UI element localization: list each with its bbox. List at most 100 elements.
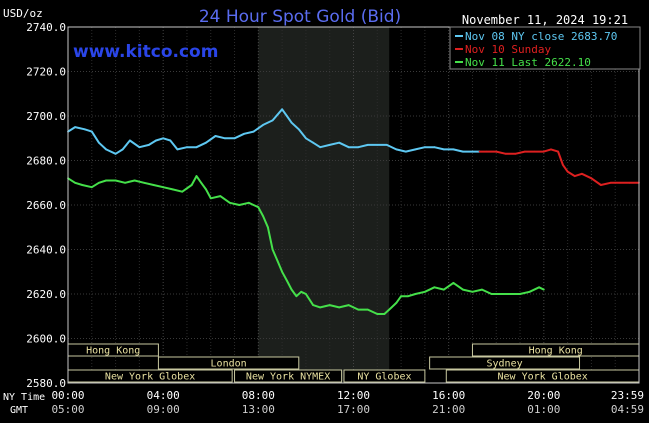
ny-time-tick-label: 16:00	[432, 389, 465, 402]
price-lines	[67, 108, 640, 315]
ny-time-tick-label: 00:00	[51, 389, 84, 402]
series-3-point	[433, 286, 436, 289]
series-1-point	[443, 148, 445, 151]
series-3-point	[238, 204, 241, 206]
series-3-point	[443, 288, 445, 291]
series-2-point	[557, 150, 559, 153]
series-3-point	[312, 304, 314, 306]
series-3-point	[171, 188, 174, 191]
session-box	[157, 356, 300, 370]
series-1-point	[205, 141, 207, 144]
series-1-point	[471, 150, 474, 153]
ny-time-tick-label: 20:00	[527, 389, 560, 402]
series-2-point	[542, 150, 545, 153]
series-1-point	[121, 148, 124, 151]
series-3-point	[133, 179, 136, 182]
y-axis-tick-labels: 2740.0 2720.0 2700.0 2680.0 2660.0 2640.0 2620…	[26, 21, 66, 390]
y-tick-label: 2680.0	[26, 155, 66, 168]
series-3-point	[247, 201, 250, 204]
series-3-point	[519, 293, 521, 295]
y-tick-label: 2600.0	[26, 333, 66, 346]
series-1-point	[286, 115, 288, 117]
y-tick-label: 2620.0	[26, 288, 66, 301]
series-1-point	[176, 148, 179, 151]
series-1-point	[271, 119, 274, 122]
series-2-point	[609, 181, 612, 184]
series-1-point	[169, 139, 172, 142]
y-axis-unit-label: USD/oz	[3, 7, 43, 20]
series-1-point	[347, 146, 350, 149]
gmt-tick-label: 05:00	[51, 403, 84, 416]
ny-time-tick-label: 04:00	[147, 389, 180, 402]
series-3-point	[271, 248, 274, 251]
series-1-point	[404, 150, 407, 153]
series-line-2	[479, 148, 639, 186]
series-1-point	[366, 144, 369, 146]
series-1-point	[98, 141, 100, 144]
series-3-point	[181, 190, 184, 193]
series-2-point	[495, 150, 498, 153]
legend-box	[449, 26, 641, 70]
series-1-point	[297, 128, 300, 131]
series-2-point	[573, 175, 576, 178]
series-1-point	[262, 124, 264, 126]
session-label: Hong Kong	[529, 346, 583, 357]
series-3-point	[500, 293, 502, 295]
series-1-point	[148, 144, 150, 146]
series-3-point	[262, 215, 264, 218]
series-3-point	[319, 306, 322, 309]
series-3-point	[407, 295, 410, 298]
series-1-point	[385, 144, 388, 146]
series-3-point	[338, 306, 341, 309]
series-3-point	[152, 184, 155, 186]
kitco-watermark: www.kitco.com	[73, 42, 218, 62]
series-3-point	[390, 306, 393, 309]
gmt-tick-label: 09:00	[147, 403, 180, 416]
series-3-point	[509, 293, 512, 295]
series-3-point	[98, 181, 100, 184]
series-1-point	[195, 146, 198, 149]
series-1-point	[74, 126, 76, 128]
legend-label: Nov 11 Last 2622.10	[465, 56, 591, 69]
gmt-tick-label: 01:00	[527, 403, 560, 416]
series-3-point	[305, 293, 307, 295]
ny-time-tick-label: 12:00	[337, 389, 370, 402]
series-3-point	[395, 302, 398, 304]
series-3-point	[281, 270, 283, 273]
y-tick-label: 2700.0	[26, 110, 66, 123]
series-3-point	[538, 286, 540, 289]
session-label: New York NYMEX	[246, 372, 330, 383]
series-3-point	[328, 304, 331, 306]
y-tick-label: 2660.0	[26, 199, 66, 212]
series-2-point	[562, 164, 564, 166]
session-label: New York Globex	[497, 372, 587, 383]
series-3-point	[528, 290, 531, 293]
session-label: New York Globex	[105, 372, 195, 383]
series-3-point	[124, 181, 126, 184]
series-1-point	[162, 137, 165, 140]
series-3-point	[105, 179, 107, 182]
series-3-point	[490, 293, 493, 295]
session-label: London	[211, 359, 247, 370]
ny-time-tick-label: 08:00	[242, 389, 275, 402]
series-1-point	[433, 146, 436, 149]
series-3-point	[200, 181, 203, 184]
series-3-point	[300, 290, 303, 293]
y-tick-label: 2720.0	[26, 66, 66, 79]
series-1-point	[414, 148, 417, 151]
series-3-point	[257, 206, 260, 209]
series-1-point	[105, 148, 107, 151]
series-2-point	[523, 150, 526, 153]
series-1-point	[357, 146, 360, 149]
series-line-3	[67, 175, 545, 315]
legend-label: Nov 10 Sunday	[465, 43, 551, 56]
session-box	[429, 356, 581, 370]
series-3-point	[414, 293, 417, 295]
series-3-point	[267, 226, 269, 229]
series-3-point	[400, 295, 402, 298]
series-2-point	[590, 177, 593, 180]
series-1-point	[376, 144, 379, 146]
series-3-point	[205, 188, 207, 191]
